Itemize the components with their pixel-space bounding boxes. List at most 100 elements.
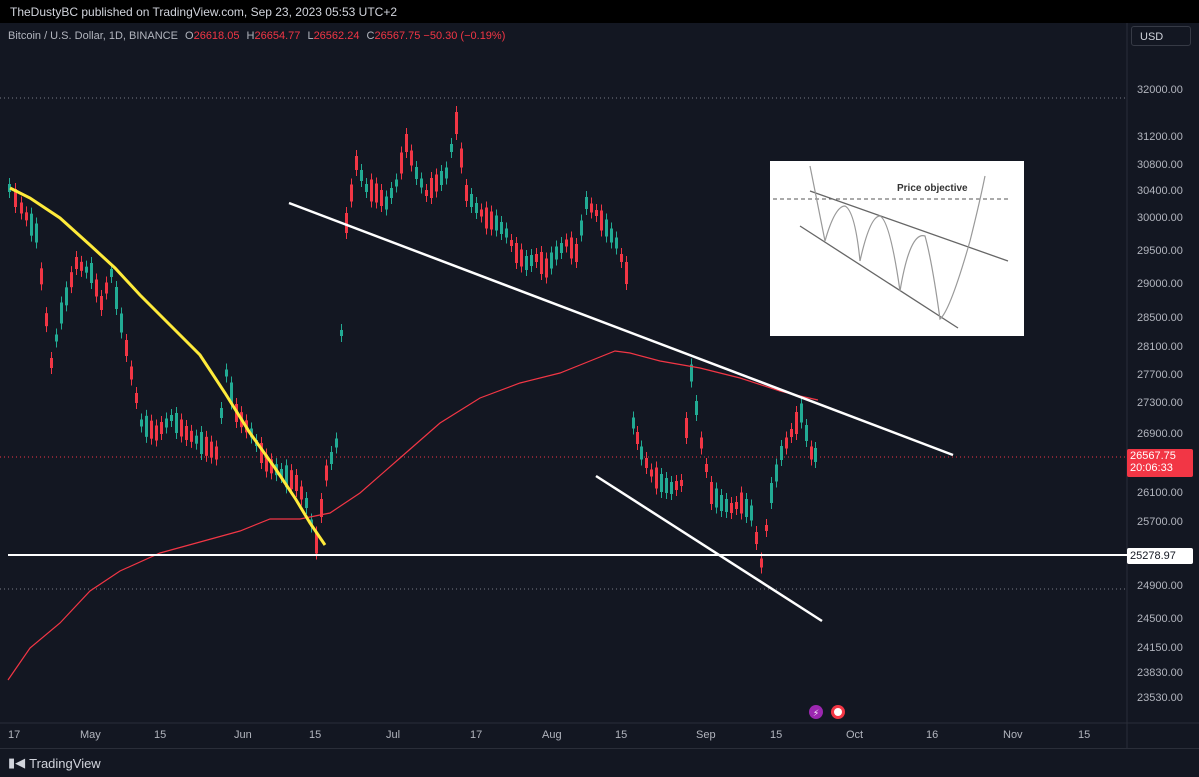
candle-body <box>650 469 653 477</box>
open-value: 26618.05 <box>193 30 240 42</box>
currency-button[interactable]: USD <box>1131 26 1191 46</box>
candle-body <box>490 211 493 230</box>
candle-body <box>180 419 183 437</box>
time-axis-label: Nov <box>1003 729 1023 741</box>
candle-body <box>365 184 368 192</box>
candle-body <box>60 302 63 324</box>
open-label: O <box>185 30 194 42</box>
candle-body <box>305 498 308 508</box>
candle-body <box>195 435 198 444</box>
candle-body <box>795 412 798 434</box>
candle-body <box>375 183 378 203</box>
candle-body <box>690 364 693 382</box>
candle-body <box>400 152 403 174</box>
close-label: C <box>366 30 375 42</box>
symbol-legend[interactable]: Bitcoin / U.S. Dollar, 1D, BINANCE O2661… <box>8 30 505 42</box>
price-axis-label: 23530.00 <box>1137 692 1183 704</box>
price-axis-label: 26100.00 <box>1137 487 1183 499</box>
candle-body <box>170 415 173 421</box>
wedge-lower-line <box>799 225 959 329</box>
candle-body <box>390 188 393 198</box>
candle-body <box>570 237 573 259</box>
candle-body <box>670 482 673 494</box>
candle-body <box>130 366 133 380</box>
candle-body <box>775 464 778 482</box>
candle-body <box>110 269 113 277</box>
candle-body <box>55 334 58 342</box>
candle-body <box>765 525 768 531</box>
candle-body <box>345 213 348 233</box>
current-price-tag: 26567.75 20:06:33 <box>1127 449 1193 477</box>
price-chart[interactable]: ⚡ <box>0 23 1199 748</box>
candle-body <box>360 170 363 181</box>
lightning-glyph: ⚡ <box>813 709 819 719</box>
candle-body <box>160 422 163 434</box>
tradingview-logo[interactable]: ▮◀ TradingView <box>8 755 101 771</box>
us-flag-inner <box>834 708 842 716</box>
candle-body <box>465 185 468 201</box>
candle-body <box>450 144 453 152</box>
low-value: 26562.24 <box>313 30 360 42</box>
candle-body <box>300 486 303 500</box>
brand-label: TradingView <box>29 755 101 771</box>
candle-body <box>35 223 38 243</box>
price-path <box>809 165 986 321</box>
symbol-name[interactable]: Bitcoin / U.S. Dollar, 1D, BINANCE <box>8 30 178 42</box>
candle-body <box>425 190 428 196</box>
lightning-icon[interactable] <box>809 705 823 719</box>
candle-body <box>285 465 288 488</box>
moving-average-yellow <box>9 186 327 546</box>
candle-body <box>560 243 563 253</box>
candle-body <box>785 437 788 449</box>
price-axis-label: 28500.00 <box>1137 312 1183 324</box>
candle-body <box>665 478 668 493</box>
candle-body <box>575 244 578 262</box>
candle-body <box>636 432 639 444</box>
candle-body <box>385 196 388 210</box>
wedge-upper-line <box>809 190 1009 262</box>
candle-body <box>230 382 233 404</box>
footer-bar: ▮◀ TradingView <box>0 748 1199 777</box>
time-axis-label: Sep <box>696 729 716 741</box>
candle-body <box>40 268 43 285</box>
candle-body <box>225 369 228 377</box>
current-price-value: 26567.75 <box>1130 450 1176 462</box>
candle-body <box>445 167 448 179</box>
change-value: −50.30 (−0.19%) <box>423 30 506 42</box>
candle-body <box>145 415 148 437</box>
candle-body <box>405 134 408 152</box>
candle-body <box>790 429 793 437</box>
time-axis-label: 15 <box>1078 729 1091 741</box>
price-objective-label: Price objective <box>897 183 968 194</box>
candle-body <box>440 171 443 185</box>
time-axis-label: Oct <box>846 729 864 741</box>
time-axis-label: 15 <box>770 729 783 741</box>
falling-wedge-diagram: Price objective <box>770 161 1024 336</box>
countdown-timer: 20:06:33 <box>1130 462 1173 474</box>
price-axis-label: 27300.00 <box>1137 397 1183 409</box>
price-axis-label: 24900.00 <box>1137 580 1183 592</box>
candle-body <box>135 393 138 403</box>
candle-body <box>515 243 518 263</box>
candle-body <box>14 189 17 207</box>
price-axis-label: 29000.00 <box>1137 278 1183 290</box>
candle-body <box>814 448 817 462</box>
candle-body <box>270 459 273 474</box>
candle-body <box>755 532 758 544</box>
candle-body <box>435 174 438 192</box>
candle-body <box>335 438 338 448</box>
high-label: H <box>246 30 255 42</box>
candle-body <box>295 475 298 491</box>
candles-group <box>8 106 817 574</box>
candle-body <box>260 443 263 463</box>
candle-body <box>100 296 103 310</box>
candle-body <box>740 492 743 514</box>
candle-body <box>710 482 713 504</box>
candle-body <box>420 178 423 188</box>
published-info: TheDustyBC published on TradingView.com,… <box>10 5 398 19</box>
time-axis-label: May <box>80 729 101 741</box>
candle-body <box>220 408 223 418</box>
candle-body <box>315 532 318 554</box>
candle-body <box>80 261 83 271</box>
candle-body <box>510 240 513 246</box>
